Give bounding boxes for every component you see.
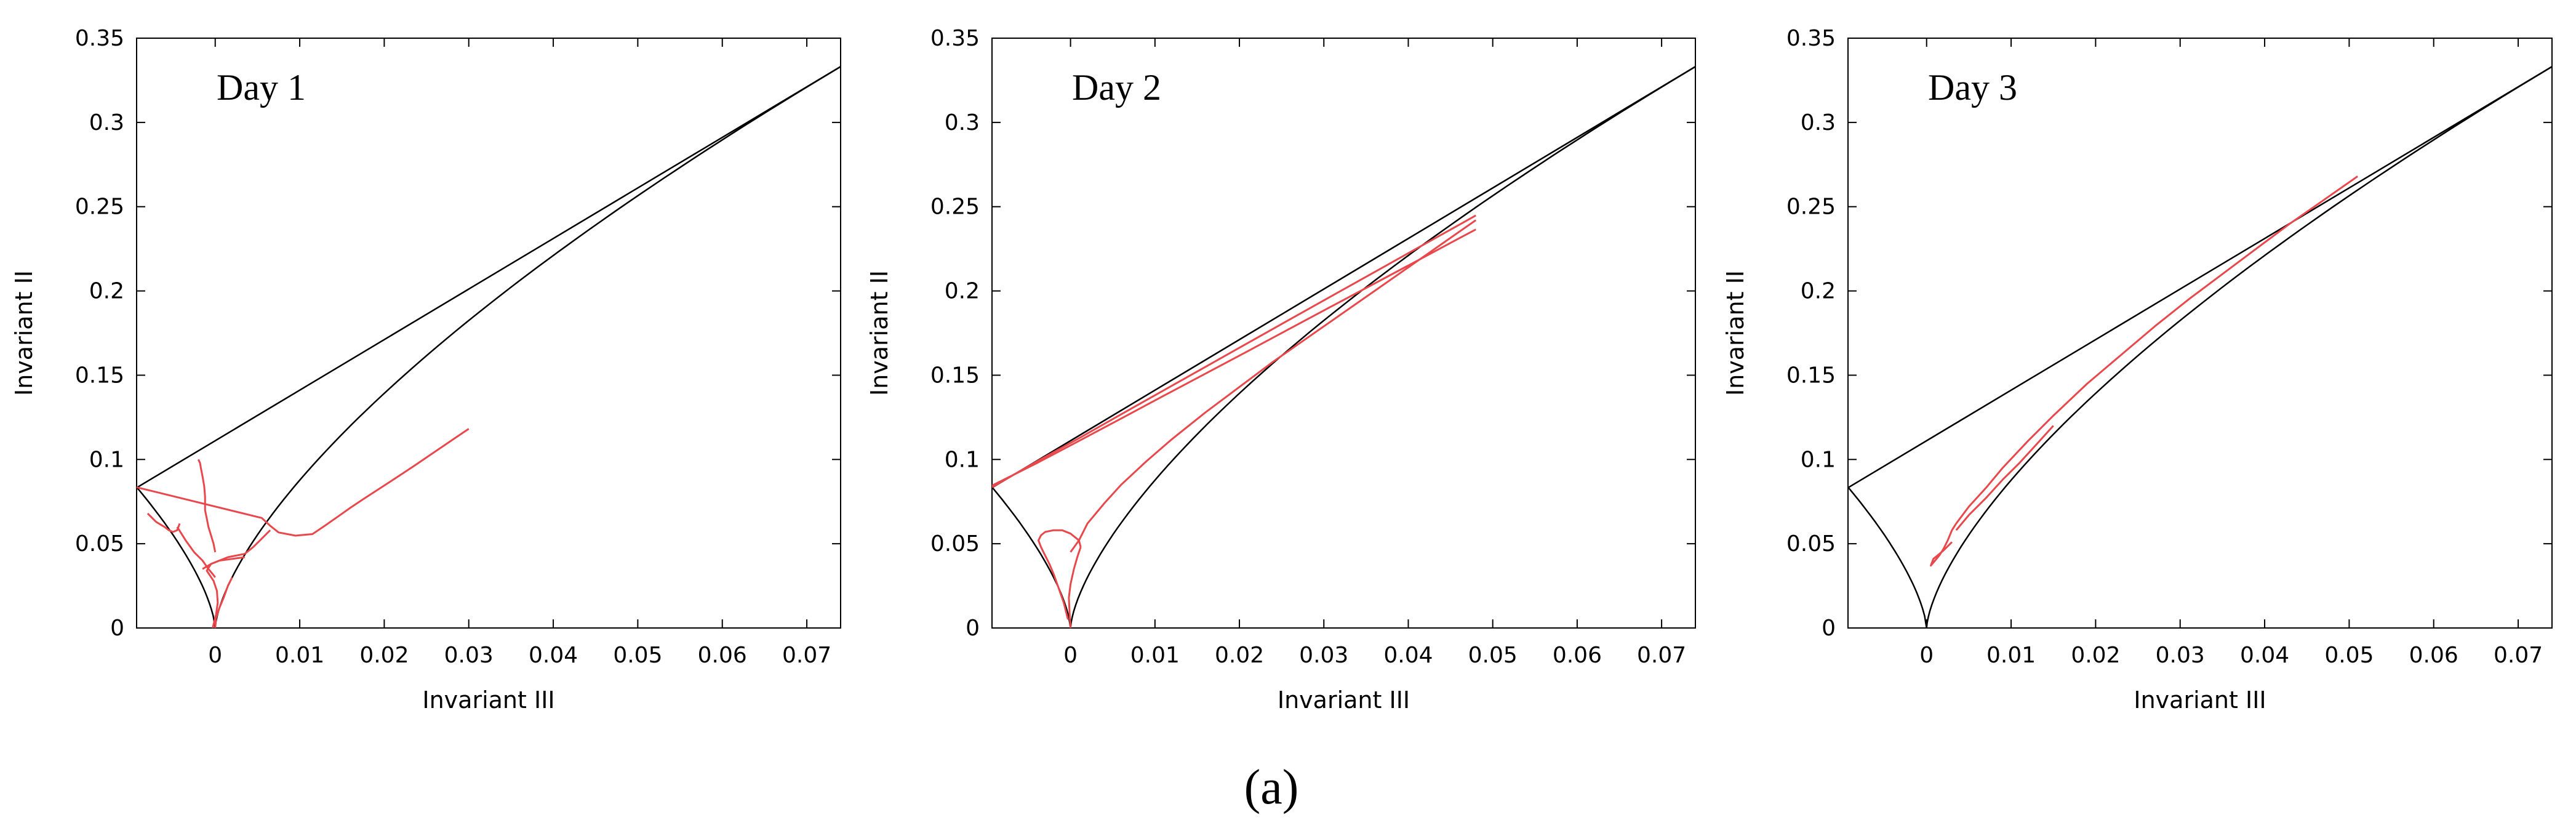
- boundary-right-branch: [1926, 66, 2552, 628]
- y-tick-label: 0.3: [1801, 110, 1836, 135]
- data-trajectory-1: [137, 428, 470, 537]
- y-tick-label: 0.2: [1801, 279, 1836, 304]
- chart-panel-1: 0 0.01 0.02 0.03 0.04 0.05 0.06 0.07 0 0.05 0.1 0.1…: [10, 26, 841, 714]
- boundary-left-branch: [992, 486, 1071, 628]
- x-tick-label: 0: [1919, 643, 1934, 668]
- x-tick-label: 0.04: [2240, 643, 2289, 668]
- chart-panel-2: 0 0.01 0.02 0.03 0.04 0.05 0.06 0.07 0 0.05 0.1 0.1…: [866, 26, 1696, 714]
- x-tick-label: 0.02: [2071, 643, 2120, 668]
- chart-panels: 0 0.01 0.02 0.03 0.04 0.05 0.06 0.07 0 0.05 0.1 0.1…: [10, 26, 2553, 714]
- y-tick-label: 0.25: [930, 195, 980, 220]
- y-axis-label: Invariant II: [10, 270, 38, 396]
- plot-frame: [1847, 38, 2553, 629]
- y-tick-label: 0.15: [1786, 363, 1836, 388]
- y-tick-label: 0.25: [1786, 195, 1836, 220]
- y-tick-label: 0.05: [75, 531, 124, 557]
- plot-area: [137, 66, 841, 628]
- y-axis-label: Invariant II: [1722, 270, 1749, 396]
- x-tick-label: 0.05: [2324, 643, 2374, 668]
- x-tick-label: 0: [1063, 643, 1078, 668]
- x-tick-label: 0.01: [1986, 643, 2036, 668]
- chart-panel-3: 0 0.01 0.02 0.03 0.04 0.05 0.06 0.07 0 0.05 0.1 0.1…: [1722, 26, 2553, 714]
- y-tick-label: 0.05: [1786, 531, 1836, 557]
- x-tick-label: 0.07: [2494, 643, 2543, 668]
- boundary-right-branch: [214, 66, 841, 628]
- x-tick-label: 0.06: [1553, 643, 1602, 668]
- y-tick-label: 0.3: [945, 110, 980, 135]
- data-trajectory-5: [1068, 547, 1082, 628]
- boundary-upper-line: [992, 66, 1695, 489]
- x-tick-label: 0.07: [782, 643, 831, 668]
- x-axis-label: Invariant III: [422, 686, 554, 714]
- y-tick-label: 0.35: [1786, 26, 1836, 51]
- data-trajectory-6: [244, 529, 271, 555]
- x-tick-label: 0.01: [275, 643, 324, 668]
- x-tick-label: 0: [208, 643, 222, 668]
- x-tick-label: 0.07: [1637, 643, 1686, 668]
- x-axis-label: Invariant III: [1278, 686, 1410, 714]
- x-tick-label: 0.01: [1130, 643, 1180, 668]
- y-tick-label: 0.05: [930, 531, 980, 557]
- figure-caption: (a): [1244, 760, 1299, 815]
- boundary-upper-line: [137, 66, 841, 489]
- plot-frame: [136, 38, 841, 629]
- y-tick-label: 0: [1822, 616, 1836, 641]
- data-trajectory-2: [992, 214, 1476, 488]
- boundary-left-branch: [1848, 486, 1927, 628]
- x-tick-label: 0.03: [444, 643, 494, 668]
- x-tick-label: 0.02: [359, 643, 409, 668]
- y-tick-label: 0.35: [75, 26, 124, 51]
- y-tick-label: 0.15: [930, 363, 980, 388]
- plot-area: [992, 66, 1695, 628]
- x-tick-label: 0.05: [1468, 643, 1518, 668]
- data-trajectory-3: [146, 512, 181, 533]
- plot-frame: [991, 38, 1696, 629]
- y-tick-label: 0.15: [75, 363, 124, 388]
- boundary-right-branch: [1070, 66, 1695, 628]
- y-tick-label: 0: [110, 616, 124, 641]
- y-tick-label: 0.2: [89, 279, 124, 304]
- data-trajectory-2: [197, 459, 217, 553]
- data-trajectory-2: [1955, 425, 2054, 531]
- panel-title: Day 3: [1928, 67, 2017, 108]
- x-tick-label: 0.02: [1215, 643, 1264, 668]
- x-tick-label: 0.04: [1383, 643, 1433, 668]
- y-tick-label: 0.25: [75, 195, 124, 220]
- x-tick-label: 0.04: [529, 643, 578, 668]
- data-trajectory-4: [1038, 529, 1082, 620]
- data-trajectory-1: [1955, 175, 2358, 525]
- boundary-upper-line: [1848, 66, 2552, 489]
- y-tick-label: 0.1: [945, 447, 980, 472]
- panel-title: Day 1: [217, 67, 306, 108]
- y-axis-label: Invariant II: [866, 270, 893, 396]
- data-trajectory-3: [1930, 523, 1958, 567]
- y-tick-label: 0.1: [89, 447, 124, 472]
- data-trajectory-7: [214, 577, 233, 628]
- plot-area: [1848, 66, 2552, 628]
- y-tick-label: 0.35: [930, 26, 980, 51]
- x-tick-label: 0.03: [2156, 643, 2205, 668]
- y-tick-label: 0.2: [945, 279, 980, 304]
- x-tick-label: 0.03: [1299, 643, 1348, 668]
- x-tick-label: 0.05: [613, 643, 662, 668]
- x-tick-label: 0.06: [698, 643, 747, 668]
- data-trajectory-8: [206, 556, 246, 628]
- x-tick-label: 0.06: [2409, 643, 2458, 668]
- boundary-left-branch: [137, 486, 216, 628]
- data-trajectory-3: [1070, 219, 1477, 553]
- y-tick-label: 0: [966, 616, 980, 641]
- data-trajectory-4: [176, 526, 216, 578]
- x-axis-label: Invariant III: [2134, 686, 2266, 714]
- y-tick-label: 0.3: [89, 110, 124, 135]
- panel-title: Day 2: [1072, 67, 1161, 108]
- y-tick-label: 0.1: [1801, 447, 1836, 472]
